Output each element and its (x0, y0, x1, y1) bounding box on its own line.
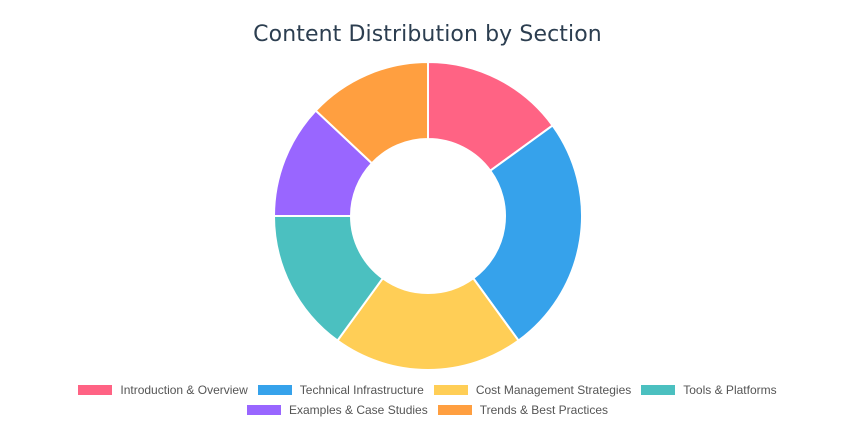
legend-swatch (437, 405, 472, 415)
donut-slice-0[interactable] (427, 60, 554, 173)
legend-label: Introduction & Overview (120, 383, 248, 397)
donut-slice-1[interactable] (471, 124, 583, 342)
donut-slice-2[interactable] (336, 276, 520, 371)
legend-swatch (433, 385, 468, 395)
legend-item-1[interactable]: Technical Infrastructure (257, 383, 424, 397)
legend-swatch (641, 385, 676, 395)
legend-item-4[interactable]: Examples & Case Studies (246, 403, 428, 417)
legend-swatch (257, 385, 292, 395)
legend-label: Tools & Platforms (683, 383, 777, 397)
donut-slice-3[interactable] (272, 215, 385, 342)
legend-swatch (246, 405, 281, 415)
chart-legend: Introduction & Overview Technical Infrast… (0, 383, 855, 417)
chart-title: Content Distribution by Section (253, 22, 602, 47)
legend-label: Examples & Case Studies (288, 403, 428, 417)
legend-label: Cost Management Strategies (475, 383, 632, 397)
donut-slice-5[interactable] (314, 60, 429, 165)
legend-swatch (78, 385, 113, 395)
legend-item-3[interactable]: Tools & Platforms (641, 383, 777, 397)
legend-label: Trends & Best Practices (479, 403, 608, 417)
legend-item-5[interactable]: Trends & Best Practices (437, 403, 608, 417)
legend-label: Technical Infrastructure (299, 383, 424, 397)
legend-item-0[interactable]: Introduction & Overview (78, 383, 248, 397)
legend-item-2[interactable]: Cost Management Strategies (433, 383, 632, 397)
